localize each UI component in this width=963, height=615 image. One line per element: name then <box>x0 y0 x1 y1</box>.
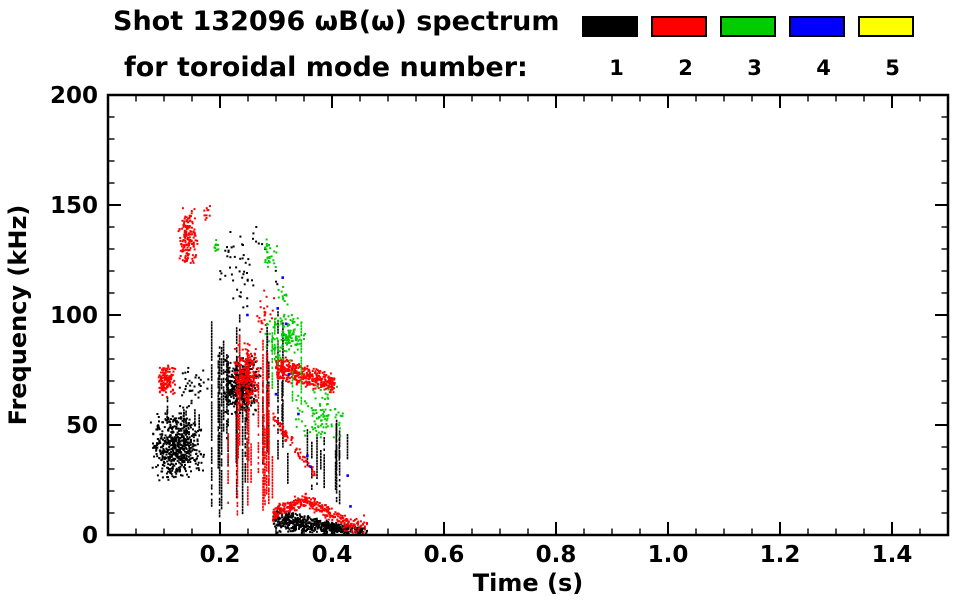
y-tick-label: 150 <box>50 193 98 219</box>
x-tick-label: 1.2 <box>760 542 801 568</box>
scatter-series-1 <box>149 226 368 536</box>
legend-swatch-4 <box>789 16 845 37</box>
legend-label-5: 5 <box>885 56 900 80</box>
scatter-points <box>149 205 368 536</box>
legend-swatches <box>582 16 914 37</box>
x-tick-label: 0.2 <box>200 542 241 568</box>
legend-swatch-2 <box>651 16 707 37</box>
legend-label-1: 1 <box>609 56 624 80</box>
scatter-series-4 <box>246 276 352 508</box>
scatter-series-2 <box>157 205 368 534</box>
legend-swatch-1 <box>582 16 638 37</box>
y-tick-label: 100 <box>50 303 98 329</box>
legend-label-4: 4 <box>816 56 831 80</box>
axes-frame <box>106 93 950 537</box>
x-tick-label: 0.8 <box>536 542 577 568</box>
y-tick-label: 50 <box>66 413 98 439</box>
legend-swatch-3 <box>720 16 776 37</box>
y-tick-label: 0 <box>82 523 98 549</box>
scatter-series-3 <box>213 238 344 439</box>
legend-label-2: 2 <box>678 56 693 80</box>
x-tick-label: 1.4 <box>872 542 913 568</box>
chart-title-line2: for toroidal mode number: <box>124 52 528 83</box>
legend-labels: 1 2 3 4 5 <box>582 56 927 80</box>
legend-label-3: 3 <box>747 56 762 80</box>
axis-labels: Time (s) Frequency (kHz) 0.2 0.4 0.6 0.8 1.0… <box>4 83 912 597</box>
chart-title-line1: Shot 132096 ωB(ω) spectrum <box>113 6 560 37</box>
x-tick-label: 1.0 <box>648 542 689 568</box>
x-tick-label: 0.6 <box>424 542 465 568</box>
y-axis-title: Frequency (kHz) <box>4 205 32 426</box>
y-tick-label: 200 <box>50 83 98 109</box>
legend-swatch-5 <box>858 16 914 37</box>
x-tick-label: 0.4 <box>312 542 353 568</box>
x-axis-title: Time (s) <box>473 569 583 597</box>
